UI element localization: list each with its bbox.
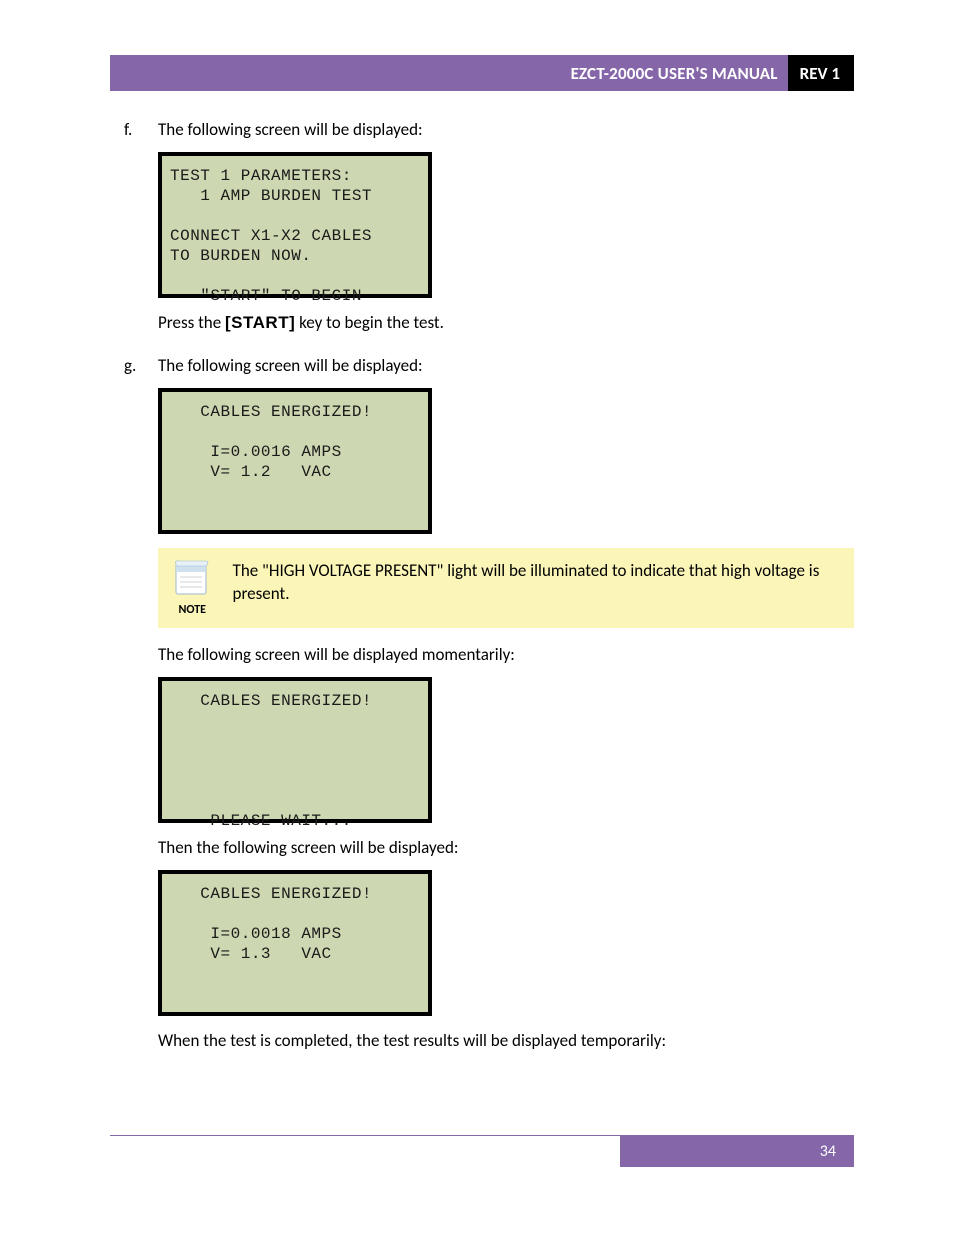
- page-number: 34: [620, 1136, 854, 1167]
- header-rev: REV 1: [788, 55, 854, 91]
- list-item-g: g. The following screen will be displaye…: [110, 355, 854, 1063]
- notepad-icon: [170, 558, 214, 598]
- lcd-screen-1: TEST 1 PARAMETERS: 1 AMP BURDEN TEST CON…: [158, 152, 432, 298]
- press-start-line: Press the [START] key to begin the test.: [158, 312, 854, 335]
- intro-g: The following screen will be displayed:: [158, 355, 854, 378]
- list-body-g: The following screen will be displayed: …: [158, 355, 854, 1063]
- para-momentarily: The following screen will be displayed m…: [158, 644, 854, 667]
- content-body: f. The following screen will be displaye…: [110, 119, 854, 1063]
- page-header: EZCT-2000C USER'S MANUAL REV 1: [110, 55, 854, 91]
- lcd-screen-2: CABLES ENERGIZED! I=0.0016 AMPS V= 1.2 V…: [158, 388, 432, 534]
- start-key-label: [START]: [225, 313, 295, 332]
- para-then: Then the following screen will be displa…: [158, 837, 854, 860]
- list-item-f: f. The following screen will be displaye…: [110, 119, 854, 345]
- intro-f: The following screen will be displayed:: [158, 119, 854, 142]
- note-box: NOTE The "HIGH VOLTAGE PRESENT" light wi…: [158, 548, 854, 628]
- lcd-screen-4: CABLES ENERGIZED! I=0.0018 AMPS V= 1.3 V…: [158, 870, 432, 1016]
- press-pre: Press the: [158, 312, 225, 333]
- note-label: NOTE: [178, 602, 206, 618]
- header-spacer: [110, 55, 571, 91]
- press-post: key to begin the test.: [295, 312, 444, 333]
- para-completed: When the test is completed, the test res…: [158, 1030, 854, 1053]
- header-title: EZCT-2000C USER'S MANUAL: [571, 55, 788, 91]
- list-marker-f: f.: [110, 119, 158, 345]
- page-footer: 34: [110, 1135, 854, 1167]
- note-left: NOTE: [166, 556, 219, 618]
- note-text: The "HIGH VOLTAGE PRESENT" light will be…: [233, 556, 840, 618]
- list-marker-g: g.: [110, 355, 158, 1063]
- lcd-screen-3: CABLES ENERGIZED! PLEASE WAIT...: [158, 677, 432, 823]
- footer-spacer: [110, 1136, 620, 1167]
- list-body-f: The following screen will be displayed: …: [158, 119, 854, 345]
